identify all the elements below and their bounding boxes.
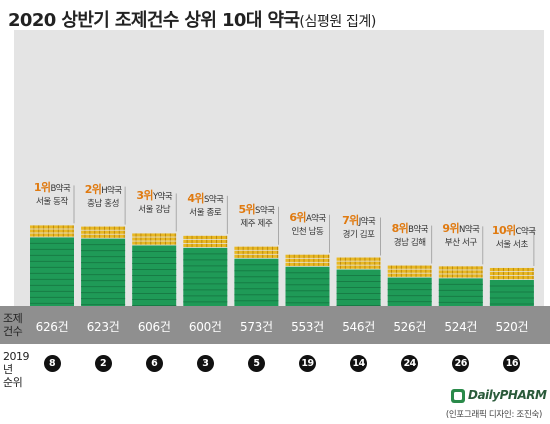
design-credit: (인포그래픽 디자인: 조진숙) [445,410,542,420]
region-label: 경남 김해 [393,237,426,248]
chart-subtitle: (심평원 집계) [299,14,376,30]
rank-2019-badge: 2 [94,355,112,372]
rank-row-label: 2019년 순위 [3,350,30,389]
region-label: 부산 서구 [444,238,477,249]
rank-2019-badge: 26 [452,355,470,372]
region-label: 서울 서초 [495,239,528,250]
rank-2019-badge: 24 [401,355,419,372]
rank-label: 9위 [442,222,459,236]
pharmacy-name: J약국 [358,216,376,227]
count-label: 553건 [291,320,324,334]
dailypharm-logo: DailyPHARM [450,388,547,404]
count-label: 520건 [495,320,529,334]
pharmacy-name: H약국 [101,185,122,196]
rank-label: 1위 [33,181,51,195]
bar-2 [81,226,126,306]
count-label: 524건 [444,320,478,334]
count-row-label: 조제 건수 [3,312,23,338]
bar-9 [438,266,483,306]
region-label: 인천 남동 [291,226,324,237]
pharmacy-name: S약국 [203,194,224,205]
logo-text: DailyPHARM [468,388,547,402]
count-label: 623건 [86,320,120,334]
pharmacy-name: B약국 [50,184,71,195]
rank-2019-badge: 6 [145,355,163,372]
pharmacy-name: N약국 [458,225,480,236]
rank-2019-badge: 14 [350,355,368,372]
count-label: 626건 [35,320,69,334]
bar-chart [30,185,535,306]
bar-7 [336,257,381,306]
count-band [0,306,550,344]
bar-5 [234,246,279,306]
bar-1 [30,225,74,306]
logo-mark-icon [451,389,465,403]
count-label: 526건 [393,320,427,334]
bar-10 [489,267,534,306]
pharmacy-name: Y약국 [152,192,173,203]
rank-label: 8위 [391,221,409,235]
region-label: 서울 강남 [138,205,171,216]
region-label: 충남 홍성 [87,198,120,209]
region-label: 제주 제주 [240,218,273,229]
region-label: 경기 김포 [342,229,375,240]
bar-6 [285,254,330,306]
rank-label: 4위 [187,191,204,205]
bar-8 [387,265,432,306]
bar-3 [132,233,177,306]
rank-2019-badge: 5 [247,355,265,372]
region-label: 서울 종로 [189,207,222,218]
rank-2019-badge: 3 [196,355,214,372]
rank-label: 5위 [238,202,256,216]
rank-label: 10위 [491,223,516,237]
rank-label: 3위 [136,189,153,203]
rank-label: 6위 [289,210,306,224]
rank-2019-badge: 19 [299,355,316,372]
rank-label: 7위 [342,213,359,227]
bar-4 [183,235,228,306]
chart-title: 2020 상반기 조제건수 상위 10대 약국(심평원 집계) [8,10,376,31]
region-label: 서울 동작 [36,197,68,208]
count-label: 573건 [240,320,273,334]
count-label: 606건 [137,320,171,334]
count-label: 600건 [188,320,222,334]
pharmacy-name: A약국 [305,213,326,224]
pharmacy-name: B약국 [408,224,428,235]
rank-label: 2위 [84,182,102,196]
count-label: 546건 [342,320,375,334]
rank-2019-badge: 8 [43,355,61,372]
pharmacy-name: S약국 [255,205,275,216]
rank-2019-badge: 16 [503,355,521,372]
pharmacy-name: C약국 [515,226,536,237]
